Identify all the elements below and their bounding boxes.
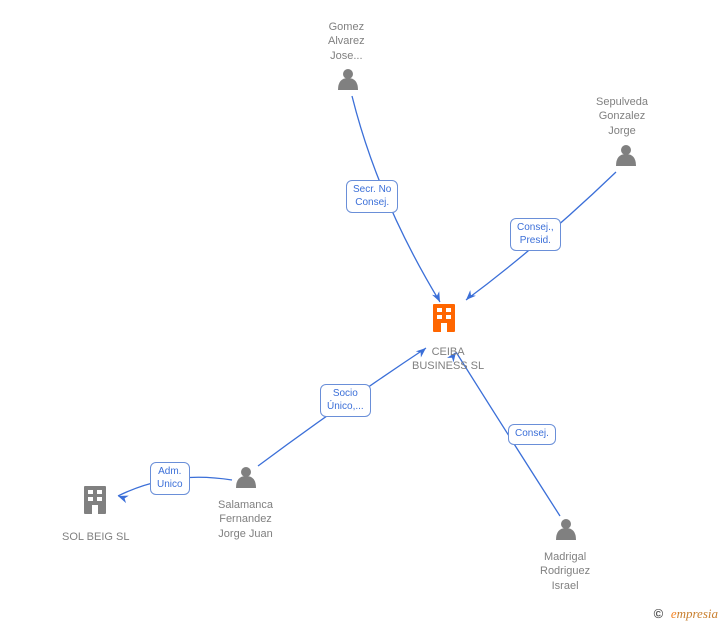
person-icon[interactable] [556, 519, 576, 540]
node-label: Madrigal Rodriguez Israel [540, 550, 590, 593]
node-label: CEIBA BUSINESS SL [412, 345, 484, 374]
edge-label: Secr. No Consej. [346, 180, 398, 213]
edge-arrowhead [463, 290, 476, 303]
edge-label: Consej. [508, 424, 556, 445]
person-icon[interactable] [616, 145, 636, 166]
footer-attribution: © empresia [654, 606, 718, 622]
building-icon[interactable] [433, 304, 455, 332]
building-icon[interactable] [84, 486, 106, 514]
node-label: SOL BEIG SL [62, 530, 129, 544]
node-label: Gomez Alvarez Jose... [328, 20, 365, 63]
node-label: Sepulveda Gonzalez Jorge [596, 95, 648, 138]
edge-label: Adm. Unico [150, 462, 190, 495]
brand-name: empresia [671, 606, 718, 621]
edge-arrowhead [432, 291, 444, 303]
person-icon[interactable] [236, 467, 256, 488]
edge-label: Socio Único,... [320, 384, 371, 417]
edge-label: Consej., Presid. [510, 218, 561, 251]
node-label: Salamanca Fernandez Jorge Juan [218, 498, 273, 541]
copyright-symbol: © [654, 606, 664, 621]
person-icon[interactable] [338, 69, 358, 90]
